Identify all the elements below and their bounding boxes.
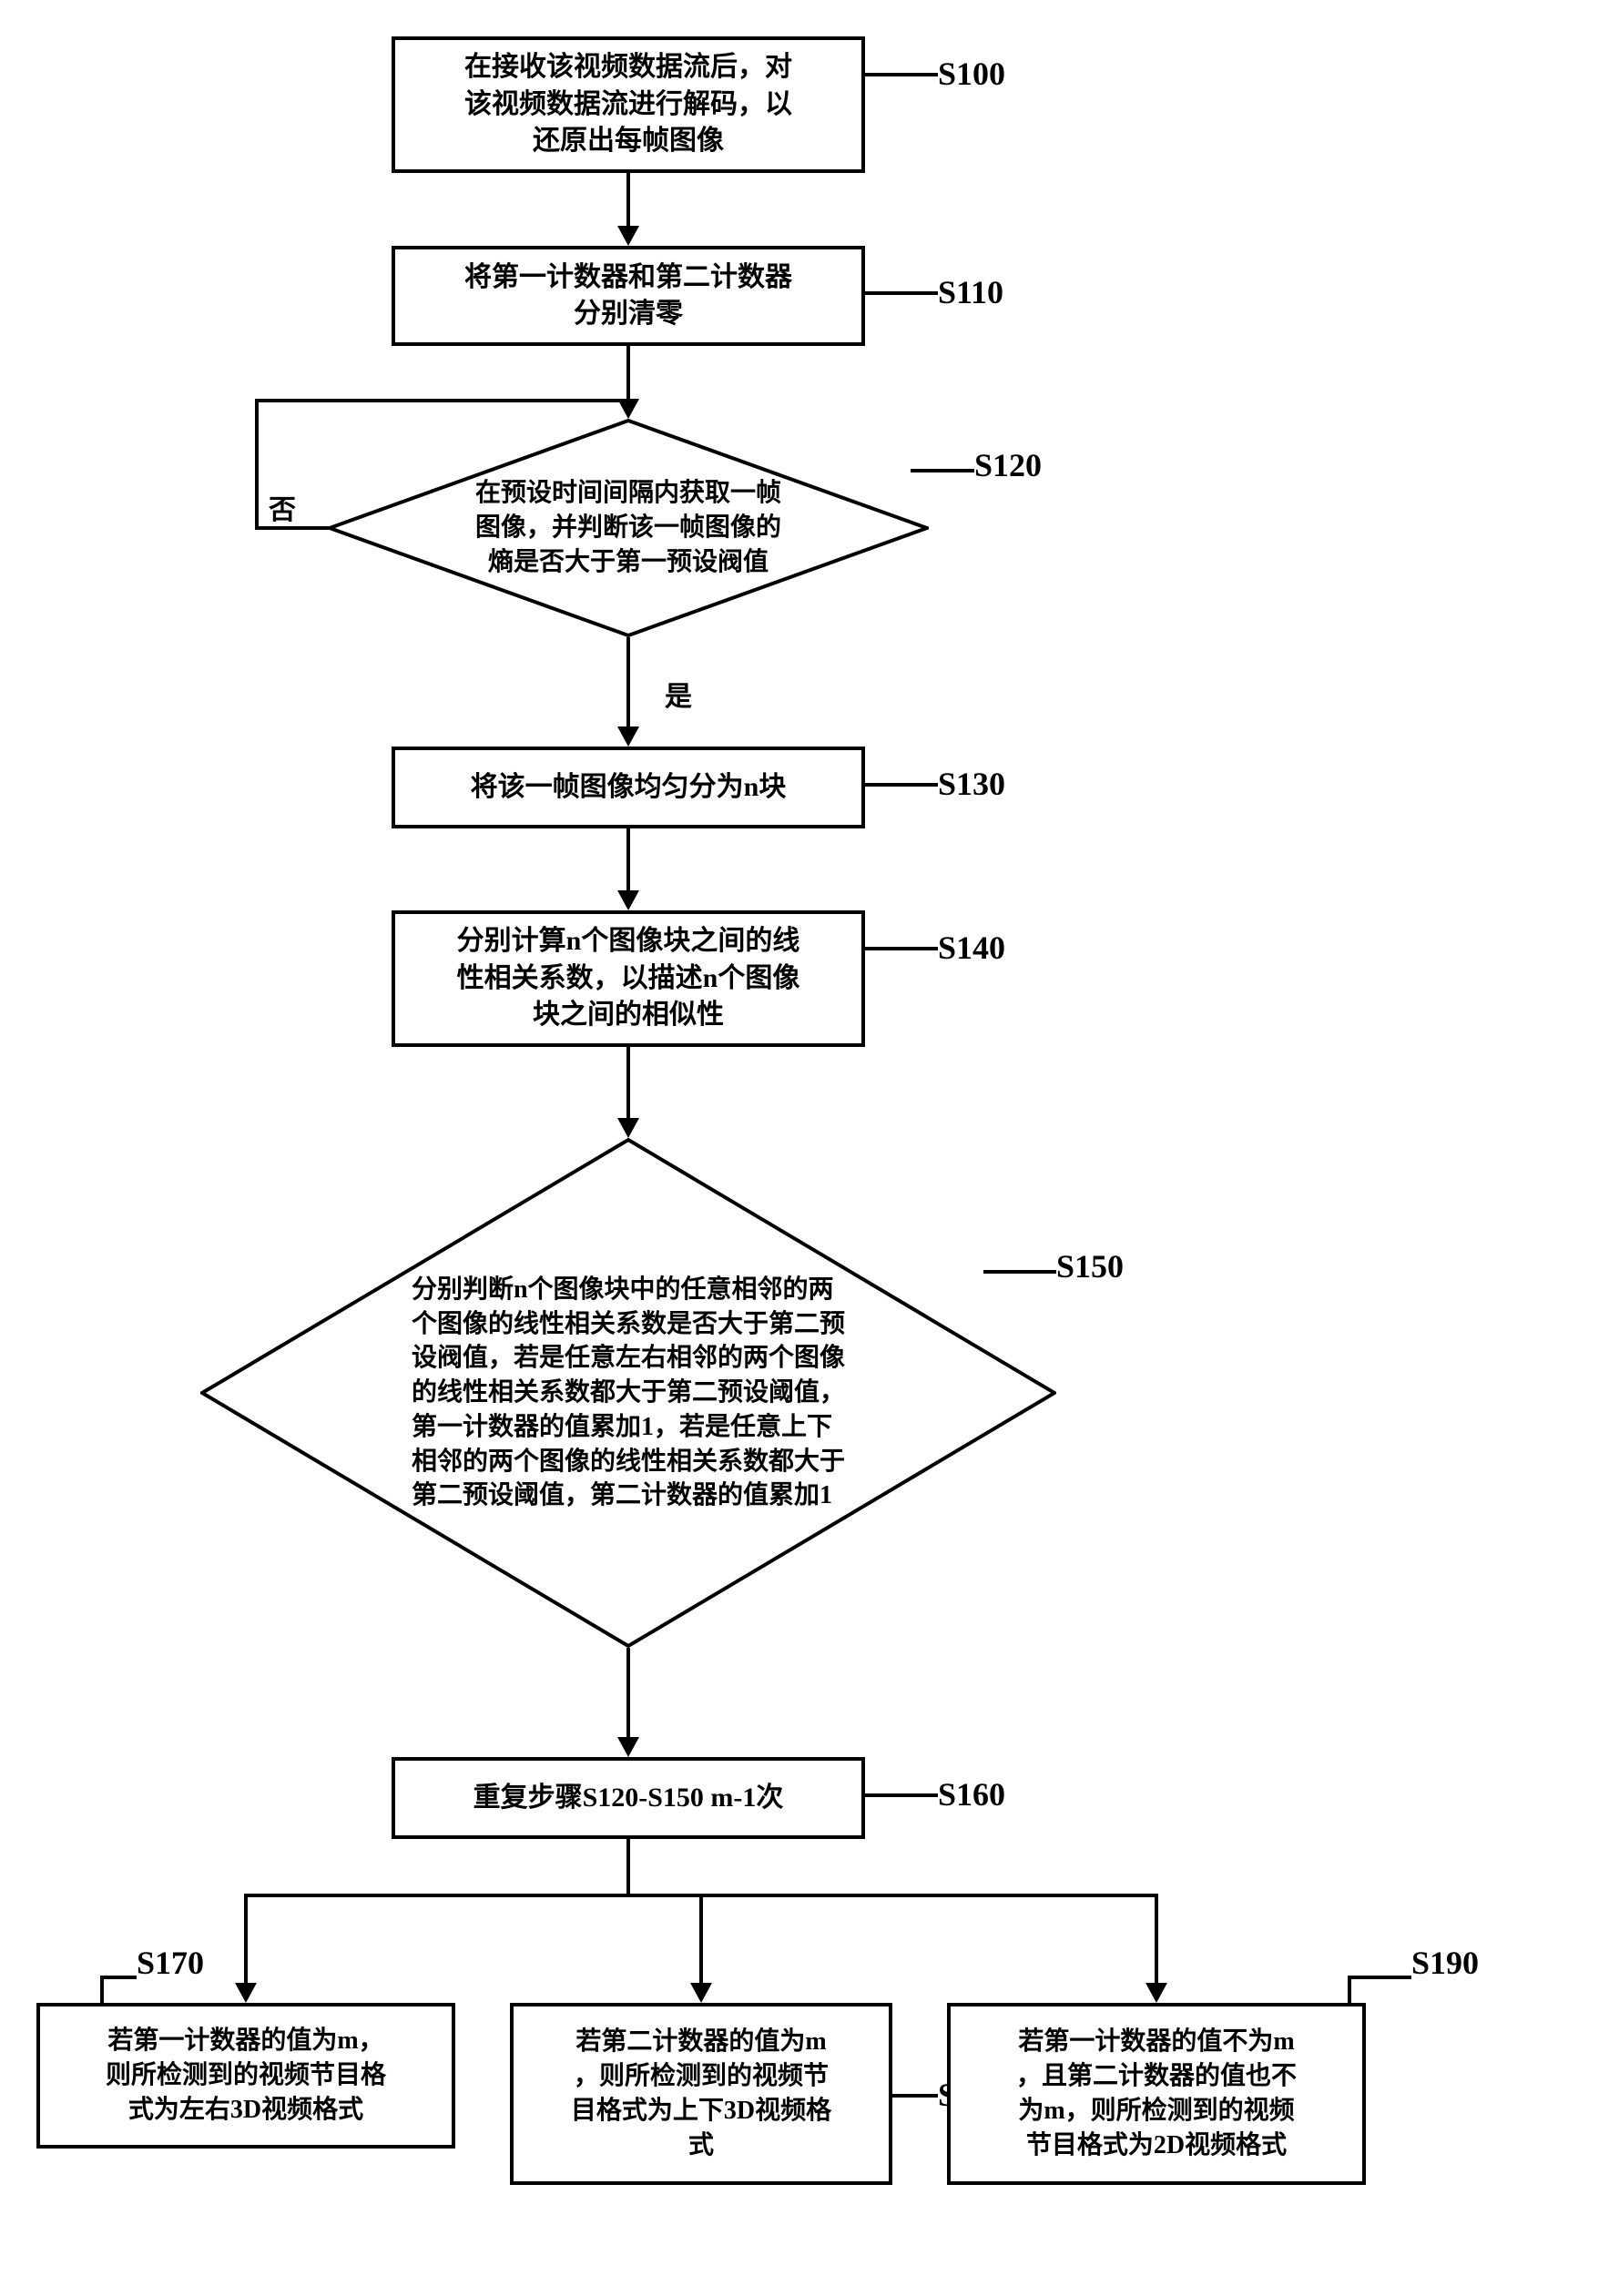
- step-s140: 分别计算n个图像块之间的线 性相关系数，以描述n个图像 块之间的相似性: [392, 910, 865, 1047]
- label-s170: S170: [137, 1944, 204, 1982]
- label-s130: S130: [938, 765, 1005, 803]
- arrow-s130-s140: [626, 828, 630, 892]
- step-s110: 将第一计数器和第二计数器 分别清零: [392, 246, 865, 346]
- step-s150: 分别判断n个图像块中的任意相邻的两 个图像的线性相关系数是否大于第二预 设阀值，…: [200, 1138, 1056, 1648]
- step-s180: 若第二计数器的值为m ，则所检测到的视频节 目格式为上下3D视频格 式: [510, 2003, 892, 2185]
- step-s110-text: 将第一计数器和第二计数器 分别清零: [464, 259, 792, 333]
- arrow-to-s190: [1155, 1894, 1158, 1985]
- arrow-s120-no-h: [255, 526, 331, 530]
- arrowhead-to-s190: [1146, 1983, 1167, 2003]
- label-s100: S100: [938, 55, 1005, 93]
- line-s160-label: [865, 1793, 938, 1797]
- step-s160: 重复步骤S120-S150 m-1次: [392, 1757, 865, 1839]
- arrowhead-s100-s110: [617, 226, 639, 246]
- label-s120: S120: [974, 446, 1042, 484]
- line-s100-label: [865, 73, 938, 76]
- step-s120: 在预设时间间隔内获取一帧 图像，并判断该一帧图像的 熵是否大于第一预设阀值: [328, 419, 929, 637]
- arrow-to-s180: [699, 1894, 703, 1985]
- line-s170-label: [100, 1976, 104, 2003]
- line-s190-label: [1348, 1976, 1351, 2003]
- step-s130: 将该一帧图像均匀分为n块: [392, 747, 865, 828]
- arrow-s150-s160: [626, 1648, 630, 1739]
- arrow-s110-s120-v: [626, 346, 630, 401]
- label-s120-no: 否: [269, 487, 296, 527]
- arrow-s100-s110: [626, 173, 630, 228]
- label-s110: S110: [938, 273, 1003, 311]
- arrow-s160-down: [626, 1839, 630, 1894]
- step-s180-text: 若第二计数器的值为m ，则所检测到的视频节 目格式为上下3D视频格 式: [571, 2025, 831, 2162]
- line-s110-label: [865, 291, 938, 295]
- arrowhead-s110-s120: [617, 399, 639, 419]
- line-s120-label: [911, 469, 974, 472]
- arrowhead-s120-s130: [617, 726, 639, 747]
- line-s180-label: [892, 2094, 938, 2098]
- line-s150-label: [983, 1270, 1056, 1274]
- step-s160-text: 重复步骤S120-S150 m-1次: [473, 1780, 784, 1817]
- flowchart-container: 在接收该视频数据流后，对 该视频数据流进行解码，以 还原出每帧图像 S100 将…: [18, 18, 1601, 2278]
- step-s130-text: 将该一帧图像均匀分为n块: [471, 769, 787, 807]
- arrowhead-to-s180: [690, 1983, 712, 2003]
- label-s160: S160: [938, 1775, 1005, 1813]
- arrow-s120-s130: [626, 637, 630, 728]
- label-s190: S190: [1411, 1944, 1479, 1982]
- arrow-s120-no-v: [255, 399, 259, 530]
- line-s170-label2: [100, 1976, 137, 1979]
- arrow-loop-merge-h: [255, 399, 626, 402]
- line-s140-label: [865, 947, 938, 950]
- step-s140-text: 分别计算n个图像块之间的线 性相关系数，以描述n个图像 块之间的相似性: [457, 923, 800, 1034]
- arrowhead-s130-s140: [617, 890, 639, 910]
- label-s120-yes: 是: [665, 674, 692, 714]
- arrow-s140-s150: [626, 1047, 630, 1120]
- arrowhead-to-s170: [235, 1983, 257, 2003]
- step-s100: 在接收该视频数据流后，对 该视频数据流进行解码，以 还原出每帧图像: [392, 36, 865, 173]
- arrowhead-s150-s160: [617, 1737, 639, 1757]
- arrowhead-s140-s150: [617, 1118, 639, 1138]
- step-s170: 若第一计数器的值为m， 则所检测到的视频节目格 式为左右3D视频格式: [36, 2003, 455, 2149]
- line-s190-label2: [1348, 1976, 1411, 1979]
- step-s190-text: 若第一计数器的值不为m ，且第二计数器的值也不 为m，则所检测到的视频 节目格式…: [1016, 2025, 1297, 2162]
- arrow-to-s170: [244, 1894, 248, 1985]
- step-s170-text: 若第一计数器的值为m， 则所检测到的视频节目格 式为左右3D视频格式: [106, 2024, 386, 2127]
- label-s150: S150: [1056, 1247, 1124, 1285]
- line-s130-label: [865, 783, 938, 787]
- label-s140: S140: [938, 929, 1005, 967]
- step-s150-text: 分别判断n个图像块中的任意相邻的两 个图像的线性相关系数是否大于第二预 设阀值，…: [412, 1273, 845, 1514]
- step-s100-text: 在接收该视频数据流后，对 该视频数据流进行解码，以 还原出每帧图像: [464, 49, 792, 160]
- step-s120-text: 在预设时间间隔内获取一帧 图像，并判断该一帧图像的 熵是否大于第一预设阀值: [475, 476, 781, 579]
- step-s190: 若第一计数器的值不为m ，且第二计数器的值也不 为m，则所检测到的视频 节目格式…: [947, 2003, 1366, 2185]
